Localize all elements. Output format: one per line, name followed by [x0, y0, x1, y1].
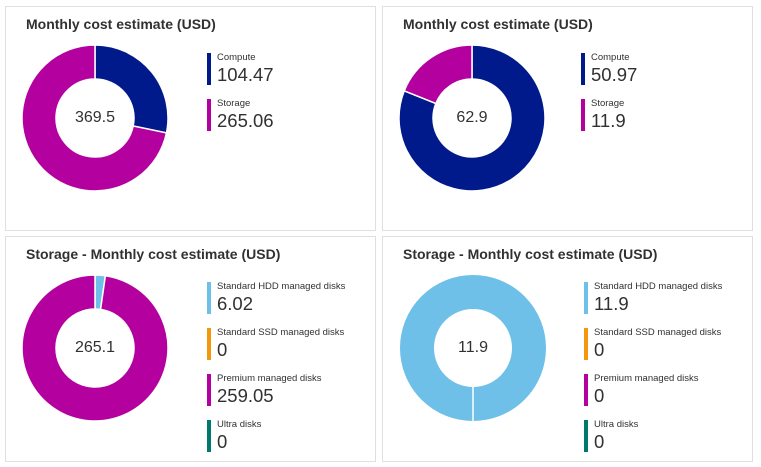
donut-center-total: 11.9 [458, 339, 488, 356]
cost-card-overall-2: Monthly cost estimate (USD) 62.9 Compute… [382, 6, 753, 231]
donut-slice-storage[interactable] [403, 45, 473, 105]
legend-swatch [207, 99, 211, 131]
chart-legend: Compute 104.47 Storage 265.06 [207, 52, 274, 144]
legend-item-storage[interactable]: Storage 11.9 [581, 98, 637, 144]
card-title: Monthly cost estimate (USD) [403, 16, 593, 32]
legend-swatch [207, 374, 211, 406]
legend-value: 265.06 [217, 110, 274, 131]
storage-cost-card-2: Storage - Monthly cost estimate (USD) 11… [382, 236, 753, 462]
legend-item-storage[interactable]: Storage 265.06 [207, 98, 274, 144]
legend-item-standard-ssd[interactable]: Standard SSD managed disks 0 [584, 327, 722, 373]
legend-item-premium[interactable]: Premium managed disks 0 [584, 373, 722, 419]
legend-item-standard-ssd[interactable]: Standard SSD managed disks 0 [207, 327, 345, 373]
legend-swatch [581, 53, 585, 85]
legend-label: Compute [591, 52, 630, 63]
legend-swatch [584, 374, 588, 406]
legend-swatch [584, 328, 588, 360]
legend-value: 0 [594, 385, 605, 406]
legend-value: 0 [217, 431, 228, 452]
legend-item-ultra[interactable]: Ultra disks 0 [207, 419, 345, 465]
legend-item-compute[interactable]: Compute 50.97 [581, 52, 637, 98]
donut-slice-premium-managed-disks[interactable] [22, 275, 168, 421]
legend-label: Storage [217, 98, 251, 109]
donut-chart[interactable]: 265.1 [22, 275, 168, 421]
legend-label: Standard HDD managed disks [594, 281, 723, 292]
legend-label: Ultra disks [217, 419, 262, 430]
storage-cost-card-1: Storage - Monthly cost estimate (USD) 26… [5, 236, 376, 462]
legend-value: 0 [594, 431, 605, 452]
legend-label: Compute [217, 52, 256, 63]
legend-label: Premium managed disks [217, 373, 322, 384]
donut-chart[interactable]: 62.9 [399, 45, 545, 191]
donut-slice-compute[interactable] [94, 45, 168, 134]
donut-svg [22, 45, 168, 191]
legend-label: Standard SSD managed disks [594, 327, 722, 338]
legend-item-compute[interactable]: Compute 104.47 [207, 52, 274, 98]
legend-value: 0 [594, 339, 605, 360]
legend-item-ultra[interactable]: Ultra disks 0 [584, 419, 722, 465]
donut-chart[interactable]: 11.9 [400, 275, 546, 421]
donut-svg [399, 45, 545, 191]
donut-center-total: 265.1 [74, 339, 116, 356]
legend-label: Standard HDD managed disks [217, 281, 346, 292]
legend-swatch [584, 282, 588, 314]
legend-item-standard-hdd[interactable]: Standard HDD managed disks 11.9 [584, 281, 722, 327]
legend-label: Storage [591, 98, 625, 109]
donut-center-total: 369.5 [74, 109, 116, 126]
legend-value: 0 [217, 339, 228, 360]
legend-item-premium[interactable]: Premium managed disks 259.05 [207, 373, 345, 419]
chart-legend: Compute 50.97 Storage 11.9 [581, 52, 637, 144]
donut-chart[interactable]: 369.5 [22, 45, 168, 191]
legend-value: 50.97 [591, 64, 638, 85]
legend-value: 11.9 [591, 110, 626, 131]
card-title: Storage - Monthly cost estimate (USD) [403, 246, 658, 262]
legend-item-standard-hdd[interactable]: Standard HDD managed disks 6.02 [207, 281, 345, 327]
legend-label: Ultra disks [594, 419, 639, 430]
legend-swatch [207, 282, 211, 314]
cost-card-overall-1: Monthly cost estimate (USD) 369.5 Comput… [5, 6, 376, 231]
donut-svg [22, 275, 168, 421]
legend-value: 259.05 [217, 385, 274, 406]
legend-swatch [207, 53, 211, 85]
legend-swatch [207, 328, 211, 360]
legend-value: 11.9 [594, 293, 629, 314]
legend-value: 104.47 [217, 64, 274, 85]
chart-legend: Standard HDD managed disks 11.9 Standard… [584, 281, 722, 465]
legend-swatch [584, 420, 588, 452]
card-title: Monthly cost estimate (USD) [26, 16, 216, 32]
donut-slice-storage[interactable] [22, 45, 168, 191]
legend-swatch [207, 420, 211, 452]
legend-value: 6.02 [217, 293, 254, 314]
legend-label: Standard SSD managed disks [217, 327, 345, 338]
card-title: Storage - Monthly cost estimate (USD) [26, 246, 281, 262]
donut-svg [400, 275, 546, 421]
chart-legend: Standard HDD managed disks 6.02 Standard… [207, 281, 345, 465]
legend-label: Premium managed disks [594, 373, 699, 384]
donut-center-total: 62.9 [456, 109, 488, 126]
donut-slice-compute[interactable] [399, 45, 545, 191]
legend-swatch [581, 99, 585, 131]
